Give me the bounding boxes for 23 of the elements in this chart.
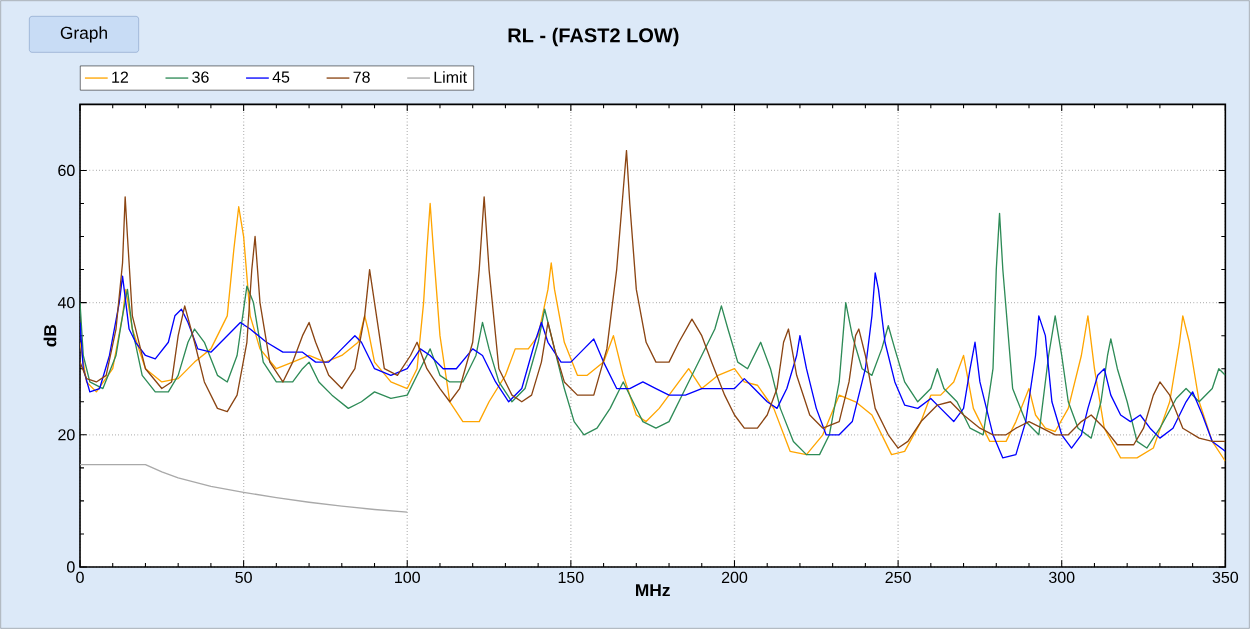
- text: Graph: [60, 26, 107, 43]
- legend-label: 78: [353, 71, 370, 83]
- x-tick-label: 100: [395, 571, 420, 584]
- x-tick-label: 250: [885, 571, 911, 584]
- x-tick-label: 0: [76, 571, 84, 584]
- x-axis-title: MHz: [636, 584, 670, 597]
- legend-label: 36: [192, 71, 209, 83]
- legend-label: 45: [272, 71, 290, 83]
- y-tick-label: 0: [67, 561, 75, 573]
- x-tick-label: 350: [1212, 571, 1239, 584]
- y-tick-label: 40: [57, 296, 75, 309]
- legend-label: 12: [112, 71, 129, 83]
- y-tick-label: 60: [58, 164, 75, 177]
- y-tick-label: 20: [58, 429, 75, 441]
- chart-title: RL - (FAST2 LOW): [508, 27, 679, 47]
- line-series: [80, 149, 1226, 449]
- x-tick-label: 200: [721, 571, 748, 584]
- x-tick-label: 300: [1048, 571, 1075, 584]
- y-axis-title: dB: [43, 324, 57, 347]
- x-tick-label: 50: [235, 571, 252, 584]
- line-series: [80, 463, 408, 513]
- legend-label: Limit: [434, 71, 467, 83]
- x-tick-label: 150: [558, 571, 584, 584]
